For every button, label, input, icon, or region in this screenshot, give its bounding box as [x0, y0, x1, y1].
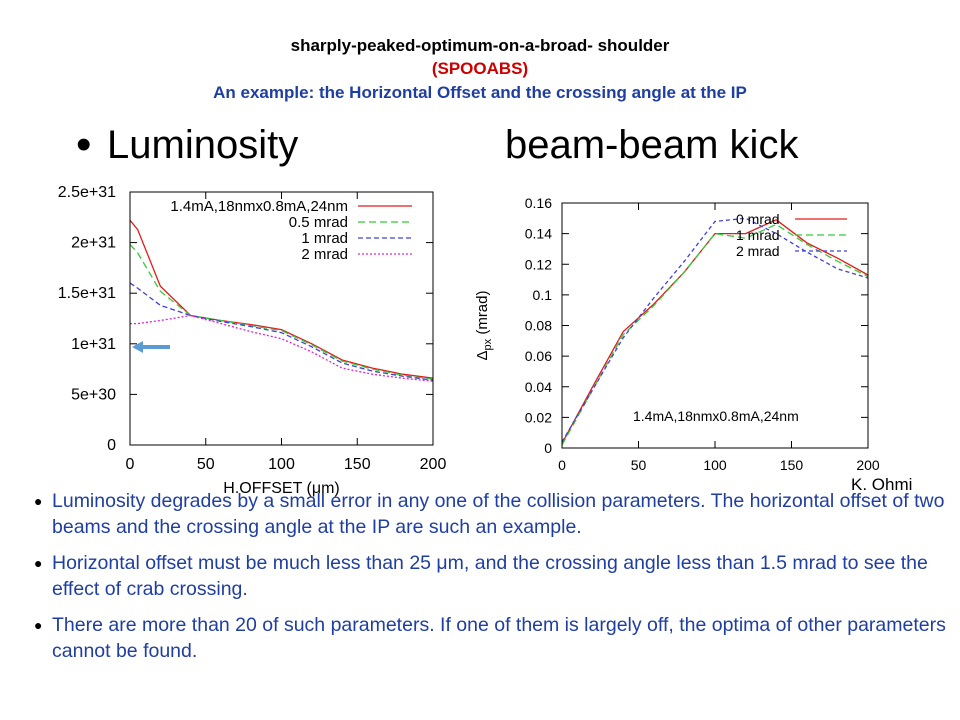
author-credit: K. Ohmi	[851, 475, 913, 494]
y-tick-label: 1e+31	[71, 336, 116, 353]
y-tick-label: 0.02	[525, 409, 552, 425]
y-tick-label: 0.12	[525, 256, 552, 272]
x-tick-label: 50	[197, 456, 215, 473]
bullet-text: Horizontal offset must be much less than…	[52, 552, 928, 600]
y-axis-label-main: Δ	[474, 350, 491, 360]
x-tick-label: 0	[558, 457, 566, 473]
y-tick-label: 0.14	[525, 226, 552, 242]
y-tick-label: 0.06	[525, 348, 552, 364]
plot-frame	[561, 202, 869, 449]
legend-label: 0 mrad	[736, 211, 780, 227]
series-line	[561, 217, 869, 443]
x-tick-label: 150	[780, 457, 804, 473]
x-tick-label: 150	[344, 456, 371, 473]
series-line	[129, 282, 434, 381]
legend-label: 2 mrad	[301, 246, 348, 263]
slide-subtitle: An example: the Horizontal Offset and th…	[213, 83, 747, 102]
bullet-item: ● Luminosity degrades by a small error in…	[34, 488, 954, 540]
heading-luminosity: Luminosity	[107, 123, 299, 167]
beam-beam-kick-chart: 0 50 100 150 200 0 0.02 0.04 0.06 0.08 0.1 0.12 0.14…	[474, 195, 880, 473]
x-tick-label: 0	[126, 456, 135, 473]
y-tick-label: 1.5e+31	[58, 285, 116, 302]
series-line	[561, 219, 869, 444]
x-tick-label: 100	[268, 456, 295, 473]
bullet-dot-icon: ●	[34, 493, 43, 509]
y-axis-label-unit: (mrad)	[474, 291, 491, 339]
slide-title: sharply-peaked-optimum-on-a-broad- shoul…	[290, 36, 670, 55]
bullet-text: Luminosity degrades by a small error in …	[52, 490, 945, 538]
bullet-item: ● There are more than 20 of such paramete…	[34, 612, 954, 664]
legend-label: 0.5 mrad	[289, 214, 348, 231]
y-tick-label: 0	[107, 437, 116, 454]
luminosity-chart: 0 50 100 150 200 0 5e+30 1e+31 1.5e+31 2e+31 2.5e+…	[58, 184, 447, 497]
bullet-text: There are more than 20 of such parameter…	[52, 614, 946, 662]
y-tick-label: 0	[544, 440, 552, 456]
y-tick-label: 5e+30	[71, 386, 116, 403]
heading-bullet: •	[76, 120, 92, 169]
series-line	[129, 244, 434, 380]
y-tick-label: 0.08	[525, 318, 552, 334]
x-tick-label: 200	[420, 456, 447, 473]
slide-acronym: (SPOOABS)	[431, 59, 529, 78]
legend-label: 1 mrad	[736, 227, 780, 243]
bullet-dot-icon: ●	[34, 617, 43, 633]
heading-beam-beam-kick: beam-beam kick	[505, 123, 799, 167]
x-tick-label: 200	[856, 457, 880, 473]
bullet-item: ● Horizontal offset must be much less tha…	[34, 550, 954, 602]
y-tick-label: 0.16	[525, 195, 552, 211]
y-tick-label: 2.5e+31	[58, 184, 116, 201]
y-axis-label: Δpx (mrad)	[474, 291, 494, 361]
legend-label: 2 mrad	[736, 243, 780, 259]
legend-label: 1 mrad	[301, 230, 348, 247]
arrow-left-icon	[132, 341, 170, 353]
y-tick-label: 0.1	[533, 287, 553, 303]
x-axis-label: H.OFFSET (μm)	[223, 480, 339, 497]
x-tick-label: 100	[703, 457, 727, 473]
bullet-dot-icon: ●	[34, 555, 43, 571]
y-tick-label: 2e+31	[71, 235, 116, 252]
series-line	[561, 223, 869, 446]
legend-label: 1.4mA,18nmx0.8mA,24nm	[170, 198, 348, 215]
y-axis-label-sub: px	[482, 338, 494, 350]
series-line	[129, 219, 434, 379]
x-tick-label: 50	[631, 457, 647, 473]
bullet-list: ● Luminosity degrades by a small error in…	[34, 488, 954, 674]
y-tick-label: 0.04	[525, 379, 552, 395]
plot-frame	[129, 191, 434, 446]
chart-annotation: 1.4mA,18nmx0.8mA,24nm	[633, 408, 799, 424]
